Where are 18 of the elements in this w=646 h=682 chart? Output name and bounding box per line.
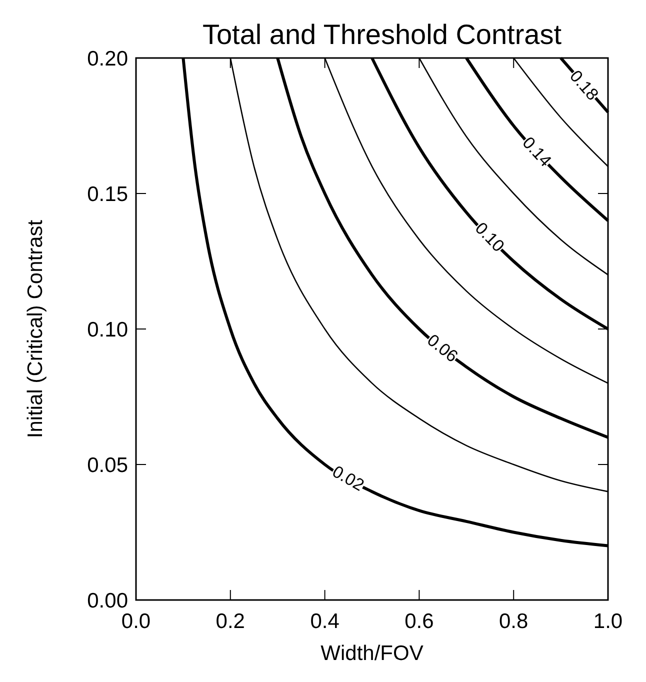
y-tick-label: 0.20 [87, 47, 128, 70]
y-tick-label: 0.15 [87, 182, 128, 206]
x-axis-title: Width/FOV [320, 642, 424, 665]
x-tick-label: 0.4 [310, 610, 340, 633]
y-axis-title: Initial (Critical) Contrast [24, 220, 47, 438]
x-tick-label: 0.2 [216, 610, 245, 633]
text: 0.10 [471, 218, 508, 256]
x-tick-label: 1.0 [593, 610, 623, 633]
y-tick-label: 0.00 [87, 589, 128, 612]
x-tick-label: 0.8 [499, 610, 528, 633]
chart-title: Total and Threshold Contrast [202, 19, 562, 50]
x-tick-label: 0.6 [404, 610, 434, 633]
y-tick-label: 0.05 [87, 454, 128, 477]
text: 0.02 [329, 462, 368, 495]
y-tick-label: 0.10 [87, 318, 128, 342]
text: 0.06 [424, 330, 462, 366]
text: 0.14 [518, 133, 556, 170]
x-tick-label: 0.0 [121, 610, 151, 633]
